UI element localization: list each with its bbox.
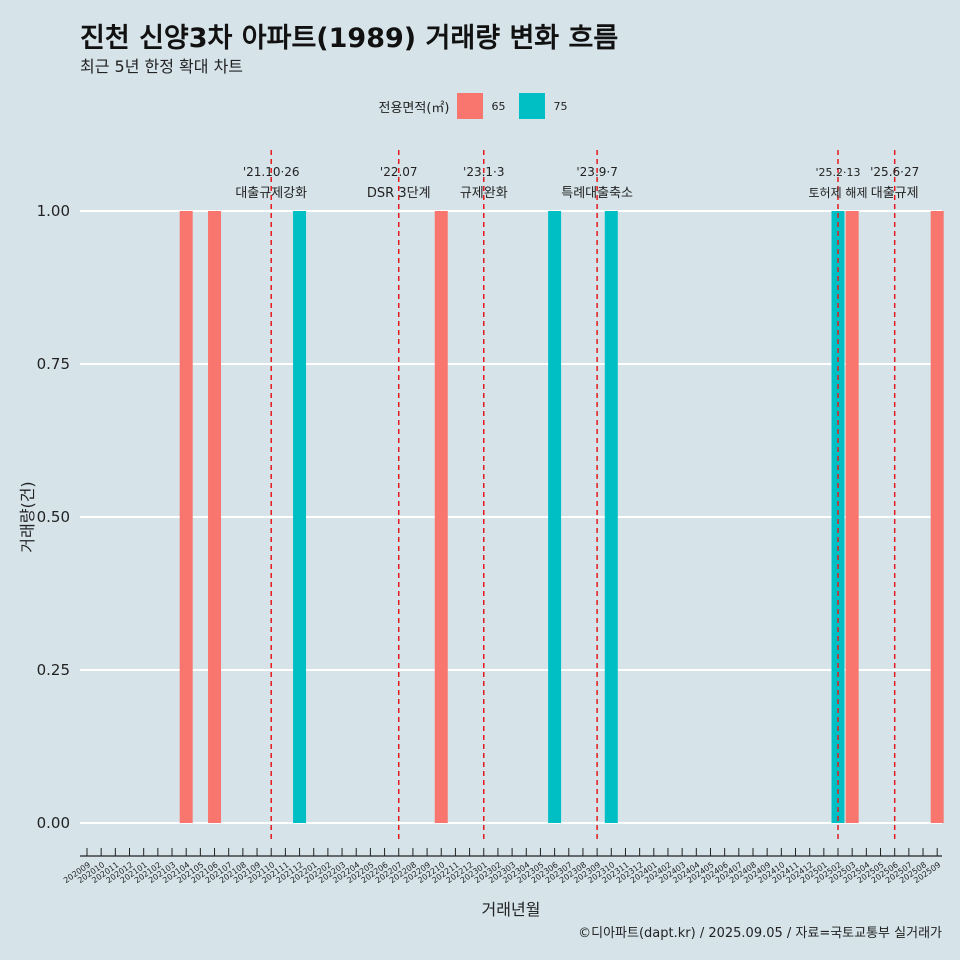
bar-75-202502 <box>831 211 845 823</box>
event-label-202301: 규제완화 <box>460 186 508 201</box>
event-label-202309: 특례대출축소 <box>561 186 633 201</box>
legend-label-75: 75 <box>553 99 568 113</box>
y-tick-label: 0.25 <box>37 661 70 679</box>
event-label-202502: 토허제 해제 <box>809 186 868 200</box>
x-axis-title: 거래년월 <box>482 900 541 919</box>
bar-75-202310 <box>604 211 618 823</box>
event-label-202110: 대출규제강화 <box>235 186 307 201</box>
legend-label-65: 65 <box>491 99 506 113</box>
event-date-202301: '23.1·3 <box>463 165 504 179</box>
legend-key-65 <box>457 93 484 119</box>
event-date-202207: '22.07 <box>380 165 418 179</box>
y-axis-title: 거래량(건) <box>18 481 37 552</box>
bar-65-202106 <box>208 211 222 823</box>
y-tick-label: 0.50 <box>37 508 70 526</box>
y-tick-label: 0.00 <box>37 814 70 832</box>
y-tick-label: 0.75 <box>37 355 70 373</box>
chart-title: 진천 신양3차 아파트(1989) 거래량 변화 흐름 <box>80 23 619 54</box>
bar-65-202104 <box>179 211 193 823</box>
event-label-202207: DSR 3단계 <box>367 186 431 201</box>
event-label-202506: 대출규제 <box>871 186 919 201</box>
y-tick-label: 1.00 <box>37 202 70 220</box>
bar-75-202112 <box>293 211 307 823</box>
bar-75-202306 <box>548 211 562 823</box>
legend: 전용면적(㎡) 65 75 <box>0 93 960 119</box>
chart-subtitle: 최근 5년 한정 확대 차트 <box>80 57 244 76</box>
bar-65-202503 <box>845 211 859 823</box>
legend-key-75 <box>519 93 546 119</box>
bar-65-202210 <box>434 211 448 823</box>
event-date-202506: '25.6·27 <box>870 165 919 179</box>
event-date-202309: '23.9·7 <box>576 165 617 179</box>
source-caption: ©디아파트(dapt.kr) / 2025.09.05 / 자료=국토교통부 실… <box>578 926 942 941</box>
legend-title: 전용면적(㎡) <box>378 100 450 116</box>
event-date-202502: '25.2·13 <box>816 166 861 179</box>
event-date-202110: '21.10·26 <box>243 165 300 179</box>
bar-65-202509 <box>930 211 944 823</box>
